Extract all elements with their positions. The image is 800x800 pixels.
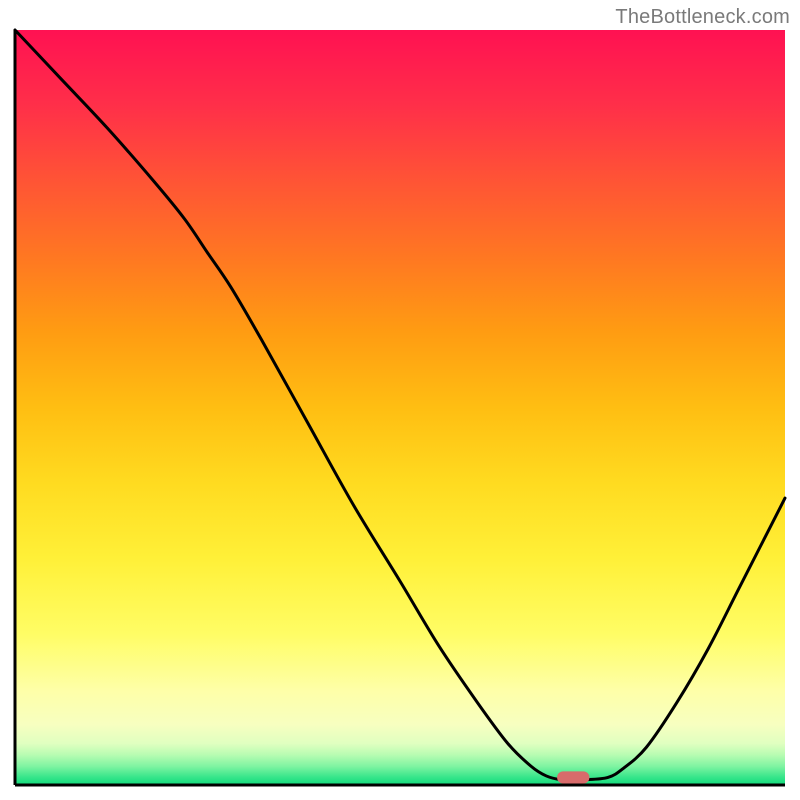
watermark-label: TheBottleneck.com	[615, 6, 790, 29]
bottleneck-chart	[0, 0, 800, 800]
chart-background	[15, 30, 785, 785]
optimal-marker	[557, 771, 589, 783]
